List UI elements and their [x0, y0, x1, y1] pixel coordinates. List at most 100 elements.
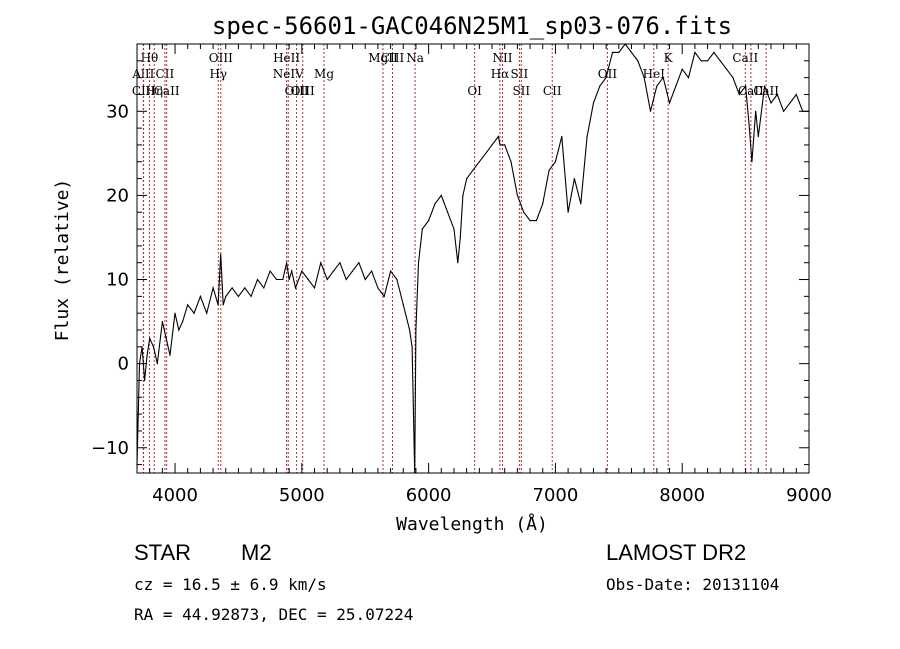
- spectrum-point: [783, 110, 785, 112]
- spectrum-point: [199, 295, 201, 297]
- spectral-line-label: CaII: [154, 84, 180, 98]
- spectrum-point: [301, 270, 303, 272]
- spectrum-point: [776, 93, 778, 96]
- spectral-line-label: AlII: [131, 67, 154, 81]
- spectrum-point: [428, 220, 430, 222]
- spectrum-point: [371, 270, 373, 272]
- spectrum-point: [637, 60, 639, 62]
- spectrum-point: [668, 102, 671, 104]
- spectrum-point: [345, 278, 347, 281]
- spectrum-point: [630, 51, 633, 54]
- spectrum-point: [231, 287, 233, 289]
- spectrum-point: [193, 312, 195, 314]
- spectrum-point: [146, 354, 148, 356]
- spectrum-point: [573, 178, 576, 180]
- x-tick-label: 8000: [659, 485, 705, 506]
- spectrum-point: [643, 77, 645, 79]
- spectrum-point: [161, 321, 163, 323]
- spectrum-point: [755, 110, 757, 112]
- spectrum-point: [351, 270, 354, 272]
- spectrum-point: [485, 152, 487, 154]
- spectrum-point: [144, 379, 146, 382]
- spectral-line-label: CaII: [732, 51, 758, 65]
- spectrum-point: [592, 102, 595, 104]
- spectrum-point: [320, 262, 322, 264]
- spectral-line-label: NII: [493, 51, 513, 65]
- spectrum-point: [719, 60, 721, 62]
- spectrum-point: [745, 85, 747, 87]
- y-tick-label: 0: [118, 354, 129, 375]
- spectrum-point: [447, 211, 449, 213]
- spectrum-point: [421, 228, 423, 230]
- spectrum-point: [220, 253, 222, 255]
- spectrum-point: [415, 329, 417, 331]
- x-tick-label: 5000: [279, 485, 325, 506]
- spectrum-point: [377, 287, 379, 289]
- spectrum-point: [732, 77, 734, 79]
- spectrum-point: [313, 287, 316, 289]
- spectrum-point: [390, 270, 392, 272]
- spectrum-point: [222, 304, 224, 306]
- spectrum-point: [411, 346, 413, 348]
- spectral-line-label: OIII: [209, 51, 233, 65]
- spectrum-point: [675, 85, 677, 87]
- spectrum-point: [751, 161, 753, 163]
- spectral-line-label: HeI: [643, 67, 666, 81]
- spectrum-point: [580, 203, 582, 205]
- spectrum-point: [453, 228, 455, 230]
- y-tick-label: 30: [106, 101, 129, 122]
- spectrum-point: [618, 51, 620, 54]
- spectrum-point: [383, 295, 385, 297]
- spectrum-point: [187, 304, 189, 306]
- spectrum-point: [288, 278, 290, 281]
- spectrum-point: [466, 178, 468, 180]
- spectrum-point: [462, 194, 464, 196]
- spectrum-point: [307, 278, 309, 281]
- spectrum-point: [244, 287, 246, 289]
- spectrum-point: [206, 312, 208, 314]
- spectrum-point: [364, 278, 366, 281]
- spectrum-point: [174, 312, 176, 314]
- spectral-line-label: NeIV: [273, 67, 304, 81]
- spectral-line-label: OIII: [291, 84, 315, 98]
- spectrum-point: [662, 77, 664, 79]
- spectral-line-label: CII: [543, 84, 562, 98]
- spectrum-point: [434, 203, 436, 205]
- y-tick-label: −10: [91, 438, 129, 459]
- spectrum-point: [535, 220, 538, 222]
- spectrum-point: [402, 304, 404, 306]
- survey-name: LAMOST DR2: [606, 540, 746, 565]
- spectral-line-label: Hα: [491, 67, 510, 81]
- spectrum-point: [554, 161, 557, 163]
- spectrum-point: [225, 295, 227, 297]
- spectral-line-label: CIII: [381, 51, 405, 65]
- spectral-line-label: OIII: [285, 84, 309, 98]
- obs-date-text: Obs-Date: 20131104: [606, 575, 779, 594]
- spectrum-point: [764, 85, 766, 87]
- spectrum-point: [149, 337, 151, 339]
- spectrum-point: [561, 135, 563, 138]
- spectrum-point: [396, 278, 398, 281]
- spectrum-point: [263, 287, 265, 289]
- spectrum-point: [542, 203, 544, 205]
- spectrum-point: [275, 278, 278, 281]
- spectrum-point: [237, 295, 239, 297]
- axis-ticks: 4000 5000 6000 7000 8000 9000 −10 0 10 20 30: [91, 43, 832, 506]
- spectrum-point: [504, 144, 506, 146]
- spectrum-point: [339, 262, 341, 264]
- spectrum-point: [286, 262, 288, 264]
- spectral-line-label: MgII: [368, 51, 398, 65]
- spectrum-point: [217, 304, 219, 306]
- spectral-line-label: Hγ: [209, 67, 227, 81]
- spectrum-point: [169, 354, 171, 356]
- spectral-line-label: HeII: [273, 51, 300, 65]
- redshift-text: cz = 16.5 ± 6.9 km/s: [134, 575, 327, 594]
- spectrum-point: [789, 102, 791, 104]
- spectrum-point: [256, 278, 259, 281]
- spectrum-point: [599, 85, 601, 87]
- x-tick-label: 7000: [533, 485, 579, 506]
- spectrum-point: [748, 127, 751, 129]
- spectral-line-label: SII: [511, 67, 529, 81]
- spectrum-point: [649, 110, 652, 112]
